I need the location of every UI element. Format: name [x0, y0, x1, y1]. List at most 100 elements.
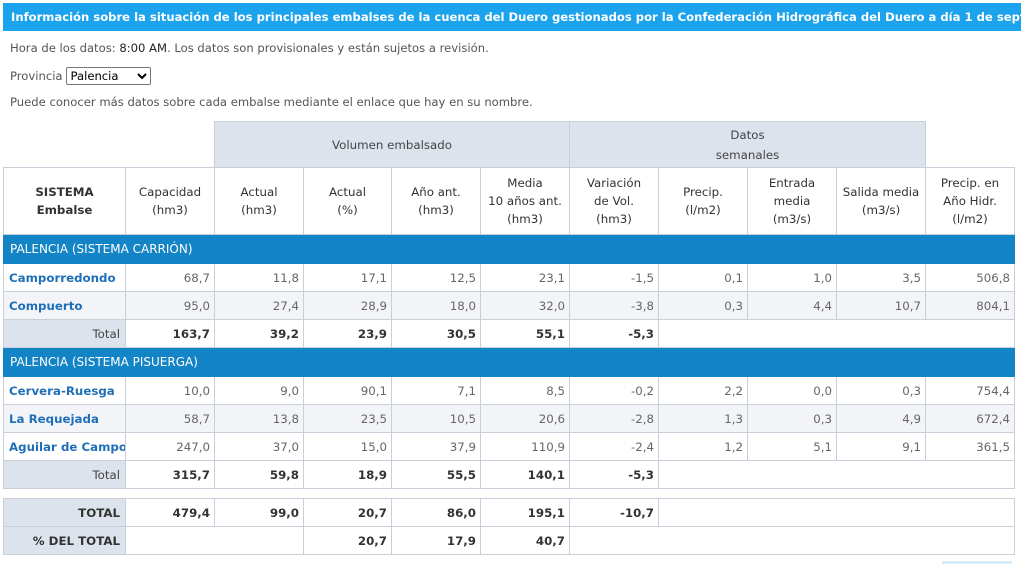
table-cell: -0,2 [569, 376, 659, 405]
column-header-line: media [773, 194, 811, 208]
group-datos-semanales: Datos semanales [568, 121, 927, 168]
total-blank [657, 460, 1016, 489]
column-header-line: Año Hidr. [943, 194, 997, 208]
scroll-corner [942, 561, 1012, 564]
column-header-line: (hm3) [241, 203, 277, 217]
province-select[interactable]: Palencia [65, 67, 151, 85]
table-cell: 7,1 [391, 376, 481, 405]
info-prefix: Hora de los datos: [10, 41, 120, 55]
system-total-row: Total 315,7 59,8 18,9 55,5 140,1 -5,3 [3, 460, 1016, 489]
column-header-line: Actual [329, 185, 366, 199]
table-cell: 9,1 [835, 432, 927, 461]
table-cell: 5,1 [747, 432, 837, 461]
column-header: Capacidad (hm3) [125, 167, 215, 235]
table-cell: 754,4 [925, 376, 1016, 405]
column-header-line: SISTEMA [35, 185, 94, 199]
table-cell: -3,8 [569, 291, 659, 320]
column-header-line: Entrada [768, 176, 816, 190]
percent-blank [125, 526, 304, 555]
table-cell: 110,9 [480, 432, 570, 461]
table-cell: 0,0 [747, 376, 837, 405]
column-header: Salida media (m3/s) [835, 167, 927, 235]
table-cell: 1,2 [658, 432, 748, 461]
table-row: Cervera-Ruesga 10,0 9,0 90,1 7,1 8,5 -0,2 2,2 0,… [3, 376, 1016, 405]
table-cell: -2,8 [569, 404, 659, 433]
table-cell: 0,1 [658, 263, 748, 292]
total-cell: 163,7 [125, 319, 215, 348]
column-header: Precip. en Año Hidr. (l/m2) [925, 167, 1016, 235]
table-cell: 68,7 [125, 263, 215, 292]
table-cell: 4,4 [747, 291, 837, 320]
column-header: Actual (hm3) [214, 167, 304, 235]
table-cell: 27,4 [214, 291, 304, 320]
percent-total-cell: 17,9 [391, 526, 481, 555]
reservoir-link[interactable]: Aguilar de Campoo [3, 432, 126, 461]
column-header-line: de Vol. [594, 194, 634, 208]
reservoir-link[interactable]: Cervera-Ruesga [3, 376, 126, 405]
table-cell: 11,8 [214, 263, 304, 292]
column-header-line: Embalse [36, 203, 93, 217]
group-datos-label-2: semanales [715, 147, 780, 162]
page-title: Información sobre la situación de los pr… [3, 3, 1021, 31]
total-cell: 30,5 [391, 319, 481, 348]
total-cell: 55,5 [391, 460, 481, 489]
table-cell: 9,0 [214, 376, 304, 405]
table-cell: 90,1 [303, 376, 392, 405]
column-header: Entrada media (m3/s) [747, 167, 837, 235]
column-header-line: (hm3) [152, 203, 188, 217]
column-header-line: 10 años ant. [488, 194, 562, 208]
column-header-line: Actual [240, 185, 278, 199]
province-filter: Provincia Palencia [10, 67, 151, 85]
column-header: Media 10 años ant. (hm3) [480, 167, 570, 235]
reservoir-link[interactable]: Compuerto [3, 291, 126, 320]
column-header-line: Media [507, 176, 543, 190]
table-cell: 10,7 [835, 291, 927, 320]
group-datos-label-1: Datos [730, 127, 765, 142]
total-cell: 39,2 [214, 319, 304, 348]
header-spacer [3, 121, 215, 168]
grand-total-label: TOTAL [3, 498, 126, 527]
percent-total-label: % DEL TOTAL [3, 526, 126, 555]
column-header-line: Precip. en [940, 176, 1000, 190]
total-cell: -5,3 [569, 460, 659, 489]
table-cell: 12,5 [391, 263, 481, 292]
table-cell: 28,9 [303, 291, 392, 320]
group-volumen: Volumen embalsado [214, 121, 570, 168]
table-cell: 17,1 [303, 263, 392, 292]
system-row: PALENCIA (SISTEMA PISUERGA) [2, 347, 1016, 377]
table-cell: 8,5 [480, 376, 570, 405]
column-header-line: (%) [337, 203, 358, 217]
table-cell: 1,3 [658, 404, 748, 433]
grand-total-cell: 86,0 [391, 498, 481, 527]
column-header-line: (m3/s) [861, 203, 901, 217]
table-cell: -2,4 [569, 432, 659, 461]
total-label: Total [3, 460, 126, 489]
column-header: Precip. (l/m2) [658, 167, 748, 235]
total-cell: 140,1 [480, 460, 570, 489]
info-suffix: . Los datos son provisionales y están su… [166, 41, 489, 55]
table-cell: 95,0 [125, 291, 215, 320]
reservoir-link[interactable]: Camporredondo [3, 263, 126, 292]
column-header: Actual (%) [303, 167, 392, 235]
grand-total-blank [657, 498, 1016, 527]
table-cell: 3,5 [835, 263, 927, 292]
total-label: Total [3, 319, 126, 348]
reservoir-link[interactable]: La Requejada [3, 404, 126, 433]
column-header: Variación de Vol. (hm3) [569, 167, 659, 235]
header-spacer-right [925, 121, 1015, 168]
grand-total-cell: 20,7 [303, 498, 392, 527]
column-header-line: Variación [586, 176, 642, 190]
column-header-line: (m3/s) [772, 212, 812, 226]
table-cell: -1,5 [569, 263, 659, 292]
table-cell: 361,5 [925, 432, 1016, 461]
total-cell: 59,8 [214, 460, 304, 489]
grand-total-cell: -10,7 [569, 498, 659, 527]
table-cell: 2,2 [658, 376, 748, 405]
table-cell: 58,7 [125, 404, 215, 433]
reservoir-table: Volumen embalsado Datos semanales SISTEMA… [2, 121, 1016, 555]
column-header-line: (hm3) [418, 203, 454, 217]
spacer-row [3, 488, 1015, 499]
table-cell: 4,9 [835, 404, 927, 433]
table-row: Compuerto 95,0 27,4 28,9 18,0 32,0 -3,8 0,3 4,4 1… [3, 291, 1016, 320]
column-header-line: Capacidad [138, 185, 202, 199]
